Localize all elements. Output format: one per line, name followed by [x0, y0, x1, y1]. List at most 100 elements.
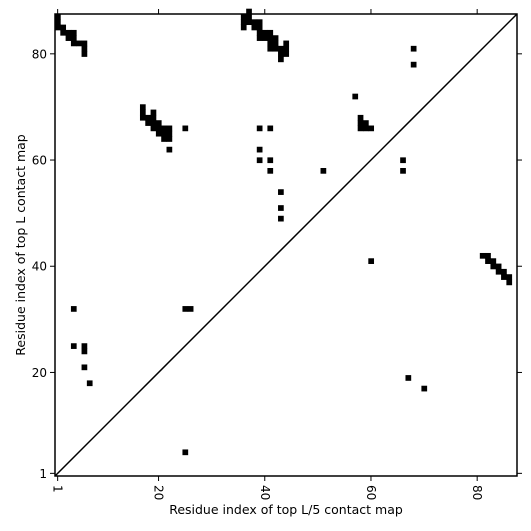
top-l5-contact-point — [421, 385, 428, 392]
top-l5-contact-point — [139, 109, 146, 116]
x-tick-label: 60 — [364, 485, 378, 500]
top-l-contact-point — [278, 56, 284, 63]
top-l-contact-point — [278, 51, 284, 57]
y-tick-label: 80 — [32, 47, 47, 61]
top-l5-contact-point — [320, 168, 327, 174]
top-l5-contact-point — [506, 274, 513, 280]
top-l-contact-point — [55, 14, 61, 20]
diagonal-line — [54, 13, 518, 477]
top-l-contact-point — [278, 45, 284, 52]
top-l5-contact-point — [490, 263, 497, 270]
top-l-contact-point — [251, 19, 258, 26]
x-tick-label: 40 — [258, 485, 272, 500]
top-l-contact-point — [70, 29, 77, 36]
top-l5-contact-point — [501, 274, 507, 280]
top-l5-contact-point — [368, 258, 375, 264]
top-l-contact-point — [60, 29, 67, 36]
top-l5-contact-point — [278, 215, 284, 222]
top-l5-contact-point — [357, 125, 364, 132]
top-l-contact-point — [283, 51, 290, 57]
top-l5-contact-point — [86, 380, 93, 387]
top-l5-contact-point — [410, 61, 417, 68]
top-l5-contact-point — [490, 258, 497, 264]
top-l5-contact-point — [182, 125, 189, 132]
top-l5-contact-point — [256, 125, 263, 132]
top-l-contact-point — [55, 19, 61, 26]
y-tick-label: 20 — [32, 366, 47, 380]
top-l5-contact-point — [410, 45, 417, 52]
top-l5-contact-point — [155, 120, 162, 126]
top-l-contact-point — [240, 24, 247, 31]
top-l5-contact-point — [139, 104, 146, 110]
top-l5-contact-point — [81, 348, 88, 355]
top-l-contact-point — [283, 40, 290, 47]
top-l5-contact-point — [70, 306, 77, 312]
top-l5-contact-point — [357, 114, 364, 121]
top-l-contact-point — [267, 45, 274, 52]
top-l5-contact-point — [155, 130, 162, 137]
top-l-contact-point — [55, 24, 61, 31]
top-l-contact-point — [256, 24, 263, 31]
top-l-contact-point — [256, 29, 263, 36]
top-l5-contact-point — [357, 120, 364, 126]
top-l5-contact-point — [278, 189, 284, 195]
top-l-contact-point — [272, 45, 279, 52]
top-l5-contact-point — [485, 258, 491, 264]
top-l5-contact-point — [278, 205, 284, 211]
top-l-contact-point — [246, 8, 252, 15]
top-l5-contact-point — [256, 157, 263, 164]
x-tick-label: 80 — [470, 485, 484, 500]
top-l5-contact-point — [150, 114, 157, 121]
top-l5-contact-point — [161, 136, 167, 142]
top-l-contact-point — [267, 35, 274, 41]
y-tick-label: 60 — [32, 154, 47, 168]
top-l5-contact-point — [405, 375, 412, 381]
top-l5-contact-point — [182, 449, 189, 456]
top-l5-contact-point — [506, 279, 513, 286]
top-l-contact-point — [272, 40, 279, 47]
top-l5-contact-point — [155, 125, 162, 132]
top-l5-contact-point — [145, 114, 151, 121]
top-l5-contact-point — [166, 136, 173, 142]
top-l-contact-point — [70, 40, 77, 47]
top-l5-contact-point — [267, 168, 274, 174]
top-l-contact-point — [262, 35, 268, 41]
top-l5-contact-point — [161, 130, 167, 137]
top-l5-contact-point — [352, 93, 359, 100]
top-l5-contact-point — [139, 114, 146, 121]
top-l5-contact-point — [479, 252, 486, 259]
y-axis-label: Residue index of top L contact map — [13, 134, 28, 355]
top-l-contact-point — [283, 45, 290, 52]
top-l5-contact-point — [267, 125, 274, 132]
top-l-contact-point — [272, 35, 279, 41]
top-l-contact-point — [60, 24, 67, 31]
contact-points — [55, 8, 513, 456]
top-l-contact-point — [246, 19, 252, 26]
top-l5-contact-point — [485, 252, 491, 259]
top-l5-contact-point — [267, 157, 274, 164]
top-l-contact-point — [76, 40, 82, 47]
top-l-contact-point — [70, 35, 77, 41]
top-l5-contact-point — [363, 120, 369, 126]
top-l5-contact-point — [187, 306, 194, 312]
top-l-contact-point — [267, 40, 274, 47]
top-l-contact-point — [246, 14, 252, 20]
axis-ticks: 1 20 40 60 80 1 20 40 60 80 — [32, 9, 522, 500]
top-l-contact-point — [256, 19, 263, 26]
top-l-contact-point — [65, 35, 72, 41]
plot-area: 1 20 40 60 80 1 20 40 60 80 — [32, 8, 522, 500]
y-tick-label: 1 — [39, 467, 47, 481]
top-l5-contact-point — [501, 268, 507, 275]
top-l5-contact-point — [363, 125, 369, 132]
top-l-contact-point — [262, 29, 268, 36]
top-l5-contact-point — [166, 125, 173, 132]
top-l5-contact-point — [161, 125, 167, 132]
top-l-contact-point — [256, 35, 263, 41]
top-l5-contact-point — [81, 343, 88, 349]
top-l5-contact-point — [400, 157, 406, 164]
top-l5-contact-point — [150, 109, 157, 116]
top-l5-contact-point — [182, 306, 189, 312]
top-l5-contact-point — [150, 120, 157, 126]
top-l5-contact-point — [256, 146, 263, 153]
